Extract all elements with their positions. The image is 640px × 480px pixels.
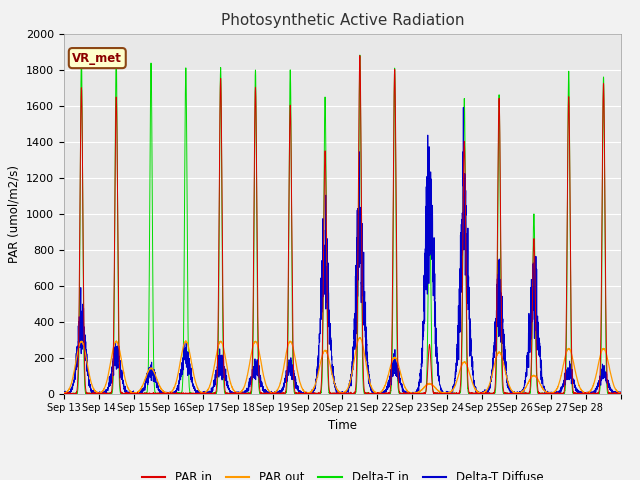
Delta-T Diffuse — [393, 360, 401, 366]
Y-axis label: PAR (umol/m2/s): PAR (umol/m2/s) — [8, 165, 20, 263]
Delta-T in — [537, 390, 545, 396]
Delta-T in — [60, 390, 68, 396]
Delta-T in — [393, 345, 401, 350]
Delta-T in — [60, 391, 68, 396]
Delta-T Diffuse — [523, 367, 531, 372]
PAR in — [393, 296, 401, 302]
Delta-T in — [364, 390, 371, 396]
Legend: PAR in, PAR out, Delta-T in, Delta-T Diffuse: PAR in, PAR out, Delta-T in, Delta-T Dif… — [137, 466, 548, 480]
Text: VR_met: VR_met — [72, 51, 122, 65]
PAR out — [393, 357, 401, 363]
Delta-T Diffuse — [460, 105, 467, 110]
Line: Delta-T Diffuse: Delta-T Diffuse — [64, 108, 621, 394]
X-axis label: Time: Time — [328, 419, 357, 432]
Delta-T Diffuse — [175, 376, 183, 382]
Delta-T in — [523, 390, 531, 396]
Delta-T in — [495, 98, 503, 104]
PAR in — [523, 391, 531, 396]
PAR in — [356, 53, 364, 59]
Title: Photosynthetic Active Radiation: Photosynthetic Active Radiation — [221, 13, 464, 28]
PAR out — [537, 382, 545, 388]
PAR in — [495, 97, 503, 103]
PAR in — [537, 391, 545, 396]
PAR out — [60, 391, 68, 396]
Delta-T in — [356, 52, 364, 58]
PAR out — [523, 384, 531, 389]
PAR out — [175, 364, 183, 370]
PAR in — [617, 390, 625, 396]
Delta-T in — [176, 391, 184, 396]
PAR out — [495, 349, 503, 355]
Delta-T Diffuse — [495, 256, 503, 262]
Delta-T Diffuse — [617, 389, 625, 395]
Line: PAR out: PAR out — [64, 337, 621, 394]
Delta-T Diffuse — [363, 351, 371, 357]
Delta-T Diffuse — [537, 357, 545, 363]
PAR in — [175, 391, 183, 396]
PAR in — [364, 391, 371, 396]
Delta-T Diffuse — [60, 391, 68, 396]
Delta-T in — [617, 391, 625, 396]
PAR out — [356, 335, 364, 340]
PAR in — [60, 391, 68, 396]
PAR out — [617, 391, 625, 396]
PAR out — [364, 367, 371, 372]
Line: Delta-T in: Delta-T in — [64, 55, 621, 394]
Line: PAR in: PAR in — [64, 56, 621, 394]
